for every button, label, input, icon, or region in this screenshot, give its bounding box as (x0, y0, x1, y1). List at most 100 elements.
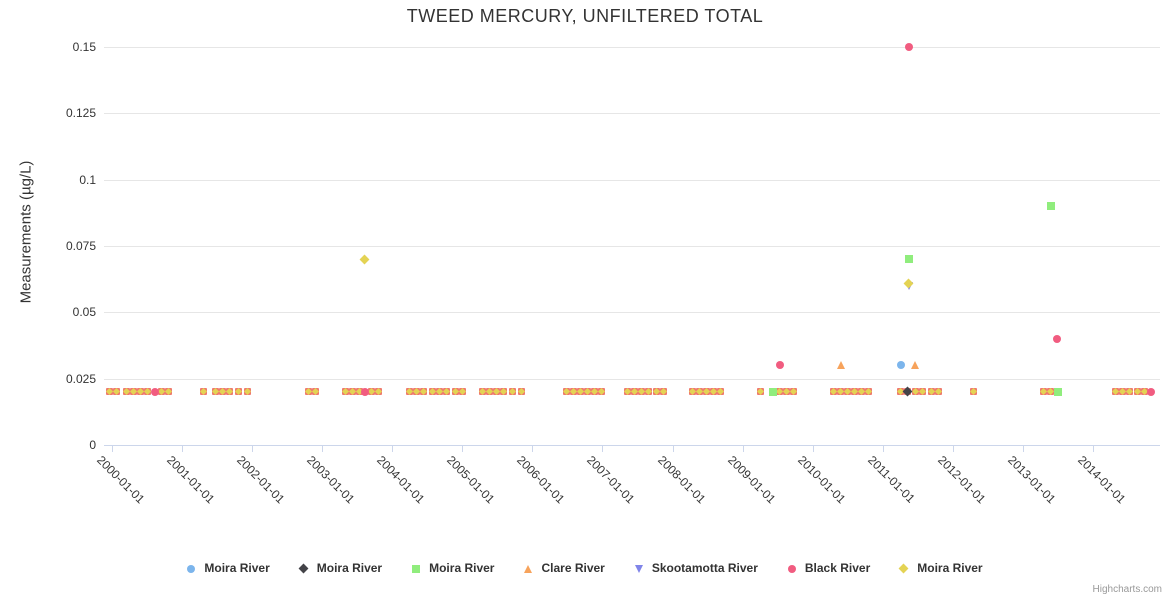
data-point-overlap[interactable] (790, 388, 798, 396)
data-point-overlap[interactable] (1111, 388, 1119, 396)
data-point-overlap[interactable] (451, 388, 459, 396)
data-point-overlap[interactable] (1125, 388, 1133, 396)
data-point-overlap[interactable] (717, 388, 725, 396)
x-axis-tick-label: 2000-01-01 (94, 453, 148, 507)
data-point-overlap[interactable] (928, 388, 936, 396)
data-point-circle[interactable] (1147, 387, 1156, 396)
data-point-square[interactable] (768, 387, 777, 396)
data-point-overlap[interactable] (218, 388, 226, 396)
data-point-overlap[interactable] (355, 388, 363, 396)
data-point-overlap[interactable] (311, 388, 319, 396)
data-point-overlap[interactable] (341, 388, 349, 396)
legend-item-moira-river[interactable]: Moira River (898, 561, 983, 575)
legend-item-moira-river[interactable]: Moira River (187, 561, 270, 575)
data-point-overlap[interactable] (935, 388, 943, 396)
data-point-overlap[interactable] (1140, 388, 1148, 396)
data-point-overlap[interactable] (597, 388, 605, 396)
data-point-overlap[interactable] (850, 388, 858, 396)
data-point-overlap[interactable] (652, 388, 660, 396)
data-point-overlap[interactable] (576, 388, 584, 396)
data-point-overlap[interactable] (757, 388, 765, 396)
highcharts-credits-link[interactable]: Highcharts.com (1092, 584, 1162, 595)
data-point-overlap[interactable] (479, 388, 487, 396)
data-point-overlap[interactable] (696, 388, 704, 396)
data-point-diamond[interactable] (359, 254, 370, 265)
data-point-overlap[interactable] (158, 388, 166, 396)
data-point-circle[interactable] (896, 361, 905, 370)
data-point-circle[interactable] (1052, 334, 1061, 343)
data-point-circle[interactable] (150, 387, 159, 396)
data-point-overlap[interactable] (969, 388, 977, 396)
data-point-overlap[interactable] (710, 388, 718, 396)
data-point-square[interactable] (1046, 202, 1055, 211)
data-point-overlap[interactable] (130, 388, 138, 396)
data-point-overlap[interactable] (1133, 388, 1141, 396)
data-point-overlap[interactable] (458, 388, 466, 396)
data-point-triangle-up[interactable] (836, 361, 845, 370)
data-point-overlap[interactable] (562, 388, 570, 396)
data-point-overlap[interactable] (137, 388, 145, 396)
data-point-circle[interactable] (776, 361, 785, 370)
data-point-overlap[interactable] (1047, 388, 1055, 396)
data-point-overlap[interactable] (703, 388, 711, 396)
data-point-overlap[interactable] (500, 388, 508, 396)
x-axis-tick-label: 2010-01-01 (794, 453, 849, 507)
diamond-core-icon (1133, 388, 1141, 396)
data-point-overlap[interactable] (918, 388, 926, 396)
data-point-overlap[interactable] (1040, 388, 1048, 396)
data-point-square[interactable] (904, 255, 913, 264)
data-point-overlap[interactable] (638, 388, 646, 396)
data-point-overlap[interactable] (428, 388, 436, 396)
data-point-overlap[interactable] (112, 388, 120, 396)
data-point-overlap[interactable] (569, 388, 577, 396)
data-point-overlap[interactable] (843, 388, 851, 396)
data-point-overlap[interactable] (419, 388, 427, 396)
data-point-overlap[interactable] (405, 388, 413, 396)
data-point-overlap[interactable] (631, 388, 639, 396)
data-point-overlap[interactable] (1118, 388, 1126, 396)
data-point-overlap[interactable] (105, 388, 113, 396)
legend-item-clare-river[interactable]: Clare River (524, 561, 605, 575)
data-point-overlap[interactable] (165, 388, 173, 396)
data-point-overlap[interactable] (897, 388, 905, 396)
data-point-overlap[interactable] (243, 388, 251, 396)
data-point-overlap[interactable] (783, 388, 791, 396)
data-point-overlap[interactable] (144, 388, 152, 396)
data-point-overlap[interactable] (659, 388, 667, 396)
data-point-overlap[interactable] (776, 388, 784, 396)
data-point-overlap[interactable] (508, 388, 516, 396)
data-point-overlap[interactable] (412, 388, 420, 396)
data-point-overlap[interactable] (304, 388, 312, 396)
data-point-overlap[interactable] (583, 388, 591, 396)
legend-item-moira-river[interactable]: Moira River (298, 561, 382, 575)
data-point-overlap[interactable] (375, 388, 383, 396)
data-point-overlap[interactable] (836, 388, 844, 396)
data-point-circle[interactable] (904, 43, 913, 51)
data-point-overlap[interactable] (624, 388, 632, 396)
data-point-overlap[interactable] (911, 388, 919, 396)
data-point-overlap[interactable] (225, 388, 233, 396)
data-point-overlap[interactable] (689, 388, 697, 396)
data-point-circle[interactable] (360, 387, 369, 396)
data-point-overlap[interactable] (645, 388, 653, 396)
data-point-overlap[interactable] (857, 388, 865, 396)
data-point-overlap[interactable] (486, 388, 494, 396)
data-point-overlap[interactable] (493, 388, 501, 396)
data-point-overlap[interactable] (517, 388, 525, 396)
data-point-overlap[interactable] (864, 388, 872, 396)
data-point-overlap[interactable] (234, 388, 242, 396)
data-point-overlap[interactable] (199, 388, 207, 396)
data-point-overlap[interactable] (435, 388, 443, 396)
data-point-overlap[interactable] (590, 388, 598, 396)
data-point-overlap[interactable] (442, 388, 450, 396)
data-point-overlap[interactable] (211, 388, 219, 396)
data-point-triangle-up[interactable] (911, 361, 919, 370)
legend-item-black-river[interactable]: Black River (787, 561, 870, 575)
legend-item-skootamotta-river[interactable]: Skootamotta River (634, 561, 758, 575)
legend-item-moira-river[interactable]: Moira River (412, 561, 494, 575)
data-point-overlap[interactable] (829, 388, 837, 396)
data-point-overlap[interactable] (123, 388, 131, 396)
data-point-square[interactable] (1053, 387, 1062, 396)
data-point-overlap[interactable] (368, 388, 376, 396)
data-point-overlap[interactable] (348, 388, 356, 396)
